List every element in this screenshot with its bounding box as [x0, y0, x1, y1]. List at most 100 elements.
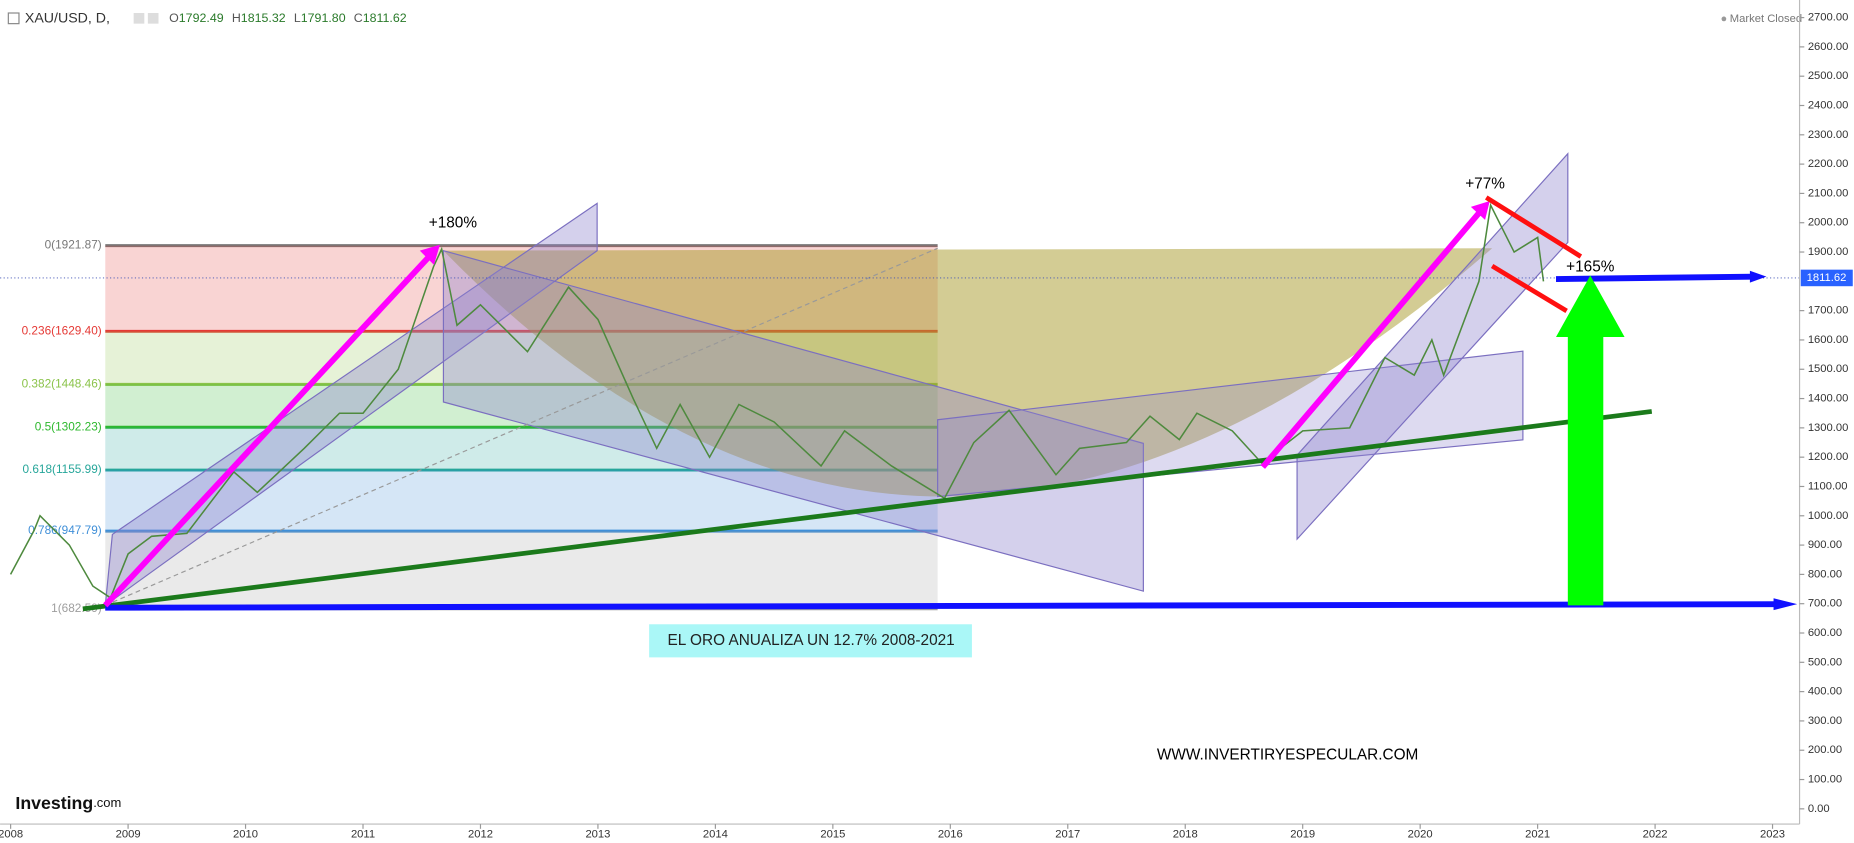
- x-tick-label: 2009: [116, 829, 141, 841]
- icon: [147, 13, 159, 24]
- green-arrow: [1555, 275, 1625, 606]
- icon: [7, 12, 20, 25]
- y-tick-label: 1900.00: [1808, 246, 1849, 258]
- magenta-arrow: [1260, 210, 1482, 469]
- ohlc-value: 1792.49: [179, 11, 224, 25]
- y-tick-label: 2400.00: [1808, 99, 1849, 111]
- dashed-line: [105, 247, 938, 606]
- ohlc-value: 1811.62: [363, 11, 407, 25]
- channel: [104, 202, 598, 607]
- fan-area: [443, 248, 1493, 497]
- arrow-head: [1749, 270, 1767, 283]
- y-tick-label: 2700.00: [1808, 12, 1849, 24]
- red-line: [1484, 195, 1583, 259]
- y-tick-label: 100.00: [1808, 774, 1842, 786]
- y-tick-label: 1000.00: [1808, 510, 1849, 522]
- y-tick-label: 700.00: [1808, 598, 1842, 610]
- fib-label: 0.786(947.79): [28, 523, 102, 537]
- ohlc-key: H: [232, 11, 241, 25]
- x-tick-label: 2013: [585, 829, 610, 841]
- y-tick-label: 2600.00: [1808, 41, 1849, 53]
- icon: [133, 13, 145, 24]
- x-tick-label: 2021: [1525, 829, 1550, 841]
- y-tick-label: 300.00: [1808, 715, 1842, 727]
- logo-brand: Investing: [15, 793, 93, 813]
- x-tick-label: 2008: [0, 829, 23, 841]
- y-tick-label: 200.00: [1808, 744, 1842, 756]
- arrow-head: [1773, 598, 1798, 611]
- status: Market Closed: [1730, 13, 1802, 25]
- y-tick-label: 1100.00: [1808, 480, 1848, 492]
- annotation: +165%: [1566, 258, 1615, 275]
- y-tick-label: 2300.00: [1808, 129, 1849, 141]
- channel: [937, 350, 1524, 498]
- note-box: [649, 624, 972, 658]
- y-tick-label: 1300.00: [1808, 422, 1849, 434]
- fib-label: 1(682.59): [51, 601, 102, 615]
- ohlc: O1792.49 H1815.32 L1791.80 C1811.62: [169, 11, 407, 25]
- y-tick-label: 500.00: [1808, 656, 1842, 668]
- status-dot: [1721, 16, 1727, 22]
- y-tick-label: 1700.00: [1808, 305, 1849, 317]
- annotation: +180%: [429, 215, 478, 232]
- x-tick-label: 2019: [1290, 829, 1315, 841]
- y-tick-label: 2200.00: [1808, 158, 1849, 170]
- fib-label: 0.236(1629.40): [22, 323, 102, 337]
- x-tick-label: 2018: [1173, 829, 1198, 841]
- y-tick-label: 1500.00: [1808, 363, 1849, 375]
- x-tick-label: 2016: [938, 829, 963, 841]
- website: WWW.INVERTIRYESPECULAR.COM: [1157, 747, 1418, 764]
- y-tick-label: 1400.00: [1808, 393, 1849, 405]
- y-tick-label: 1200.00: [1808, 451, 1849, 463]
- x-tick-label: 2010: [233, 829, 258, 841]
- fib-label: 0.382(1448.46): [22, 376, 102, 390]
- arrow-head: [1470, 200, 1490, 220]
- last-price-box: [1800, 269, 1853, 287]
- x-tick-label: 2017: [1055, 829, 1080, 841]
- y-tick-label: 800.00: [1808, 568, 1842, 580]
- x-tick-label: 2011: [351, 829, 375, 841]
- ohlc-key: O: [169, 11, 179, 25]
- annotation: +77%: [1465, 176, 1505, 193]
- y-tick-label: 0.00: [1808, 803, 1830, 815]
- price: [0, 202, 1800, 599]
- arrow-head: [419, 244, 440, 265]
- x-tick-label: 2020: [1408, 829, 1433, 841]
- channel: [1296, 152, 1569, 541]
- ohlc-value: 1815.32: [241, 11, 286, 25]
- ohlc-key: C: [354, 11, 363, 25]
- overlays: EL ORO ANUALIZA UN 12.7% 2008-2021 +180%…: [15, 176, 1798, 813]
- ohlc-value: 1791.80: [301, 11, 346, 25]
- y-tick-label: 900.00: [1808, 539, 1842, 551]
- y-tick-label: 2100.00: [1808, 187, 1849, 199]
- logo-suffix: .com: [93, 795, 121, 810]
- fib-band: [105, 531, 938, 609]
- x-tick-label: 2015: [820, 829, 845, 841]
- x-tick-label: 2012: [468, 829, 493, 841]
- x-tick-label: 2022: [1643, 829, 1668, 841]
- red-line: [1490, 263, 1568, 313]
- symbol: XAU/USD, D,: [25, 11, 110, 27]
- x-tick-label: 2014: [703, 829, 728, 841]
- y-tick-label: 2000.00: [1808, 217, 1849, 229]
- last-price-label: 1811.62: [1807, 272, 1847, 284]
- x-tick-label: 2023: [1760, 829, 1785, 841]
- fib-label: 0.618(1155.99): [22, 462, 101, 476]
- blue-arrow: [105, 601, 1780, 611]
- logo: Investing.com: [15, 793, 121, 813]
- y-tick-label: 400.00: [1808, 686, 1842, 698]
- y-tick-label: 1600.00: [1808, 334, 1849, 346]
- price-line: [9, 202, 1545, 599]
- fib-label: 0.5(1302.23): [35, 419, 102, 433]
- trendline: [82, 409, 1653, 612]
- magenta-arrow: [103, 255, 431, 608]
- ohlc-key: L: [294, 11, 301, 25]
- note: EL ORO ANUALIZA UN 12.7% 2008-2021: [668, 632, 955, 649]
- blue-arrow: [1555, 273, 1753, 282]
- y-tick-label: 2500.00: [1808, 70, 1849, 82]
- fib-label: 0(1921.87): [45, 238, 102, 252]
- header: XAU/USD, D, O1792.49 H1815.32 L1791.80 C…: [7, 11, 1802, 27]
